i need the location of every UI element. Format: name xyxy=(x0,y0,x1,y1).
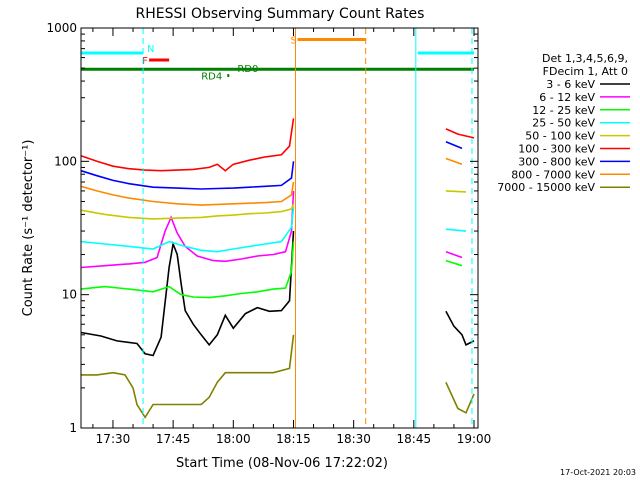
series-line-25-50-kev-part-2 xyxy=(445,228,467,232)
flag-layer: NF S RD0 RD4 xyxy=(81,35,474,83)
legend-label-12-25-kev: 12 - 25 keV xyxy=(532,104,595,117)
x-tick-label-19-00: 19:00 xyxy=(457,432,492,446)
legend-label-25-50-kev: 25 - 50 keV xyxy=(532,117,595,130)
series-line-6-12-kev xyxy=(80,190,295,269)
x-tick-label-17-45: 17:45 xyxy=(156,432,191,446)
legend-label-100-300-kev: 100 - 300 keV xyxy=(518,143,595,156)
plot-frame xyxy=(80,27,479,429)
y-tick-label-100: 100 xyxy=(54,154,77,168)
series-line-25-50-kev xyxy=(80,207,295,253)
flag-label-rd0: RD0 xyxy=(237,64,258,75)
series-line-800-7000-kev-part-2 xyxy=(445,157,463,166)
flag-label-s: S xyxy=(290,35,296,46)
legend-label-3-6-kev: 3 - 6 keV xyxy=(546,78,595,91)
series-layer xyxy=(80,118,475,419)
series-line-800-7000-kev xyxy=(80,181,295,206)
flag-label-f: F xyxy=(142,56,148,67)
x-axis-label: Start Time (08-Nov-06 17:22:02) xyxy=(176,456,388,471)
flag-label-rd4: RD4 xyxy=(201,72,222,83)
y-tick-label-1: 1 xyxy=(69,421,77,435)
legend-label-7000-15000-kev: 7000 - 15000 keV xyxy=(497,181,595,194)
series-line-300-800-kev xyxy=(80,161,295,190)
series-line-100-300-kev-part-2 xyxy=(445,128,475,139)
x-tick-label-18-30: 18:30 xyxy=(336,432,371,446)
legend-label-6-12-kev: 6 - 12 keV xyxy=(539,91,595,104)
x-tick-label-18-15: 18:15 xyxy=(276,432,311,446)
series-line-7000-15000-kev xyxy=(80,334,295,419)
series-line-7000-15000-kev-part-2 xyxy=(445,381,475,414)
render-timestamp: 17-Oct-2021 20:03 xyxy=(560,468,636,477)
legend-header-line-1: Det 1,3,4,5,6,9, xyxy=(542,52,628,65)
x-tick-label-18-00: 18:00 xyxy=(216,432,251,446)
series-line-3-6-kev-part-2 xyxy=(445,310,475,347)
series-line-300-800-kev-part-2 xyxy=(445,141,463,150)
x-tick-label-18-45: 18:45 xyxy=(397,432,432,446)
series-line-50-100-kev-part-2 xyxy=(445,190,467,193)
series-line-12-25-kev xyxy=(80,241,295,299)
legend-label-300-800-kev: 300 - 800 keV xyxy=(518,155,595,168)
y-axis-label: Count Rate (s⁻¹ detector⁻¹) xyxy=(21,140,36,317)
series-line-3-6-kev xyxy=(80,231,295,357)
series-line-100-300-kev xyxy=(80,118,295,172)
series-line-6-12-kev-part-2 xyxy=(445,250,463,259)
axis-layer: 17:30 17:45 18:00 18:15 18:30 18:45 19:00 1 10 10… xyxy=(46,21,491,446)
flag-label-n: N xyxy=(147,44,154,55)
y-tick-label-1000: 1000 xyxy=(46,21,77,35)
y-tick-label-10: 10 xyxy=(62,288,77,302)
legend-header-line-2: FDecim 1, Att 0 xyxy=(543,65,628,78)
series-line-50-100-kev xyxy=(80,203,295,220)
series-line-12-25-kev-part-2 xyxy=(445,259,463,267)
vline-layer xyxy=(142,28,473,428)
x-tick-label-17-30: 17:30 xyxy=(96,432,131,446)
legend-label-50-100-kev: 50 - 100 keV xyxy=(525,130,595,143)
legend: Det 1,3,4,5,6,9,FDecim 1, Att 03 - 6 keV… xyxy=(497,52,630,194)
legend-label-800-7000-kev: 800 - 7000 keV xyxy=(511,168,595,181)
chart-title: RHESSI Observing Summary Count Rates xyxy=(136,6,425,22)
